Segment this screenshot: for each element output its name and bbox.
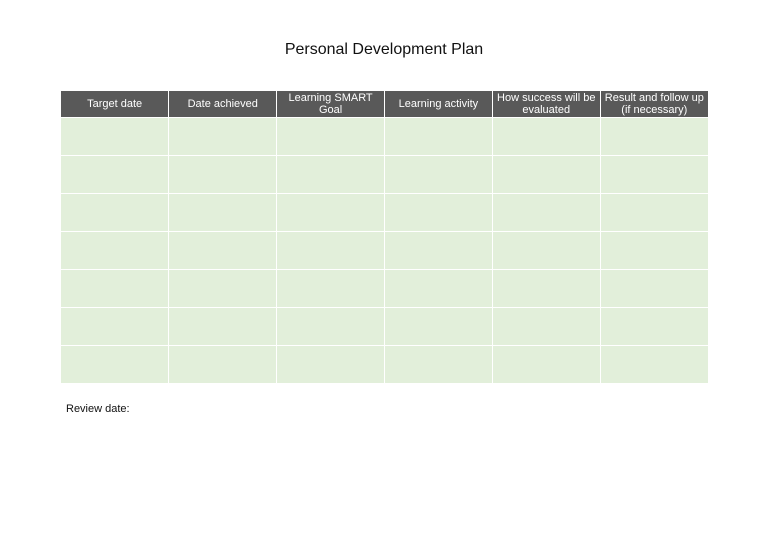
table-row (61, 269, 708, 308)
table-row (61, 155, 708, 194)
table-cell-result-follow-up[interactable] (599, 307, 708, 346)
table-cell-success-evaluation[interactable] (491, 345, 601, 383)
table-cell-target-date[interactable] (61, 155, 170, 194)
table-row (61, 345, 708, 383)
table-cell-smart-goal[interactable] (276, 307, 385, 346)
table-cell-target-date[interactable] (61, 193, 170, 232)
column-header-target-date: Target date (61, 91, 170, 118)
table-cell-result-follow-up[interactable] (599, 345, 708, 383)
table-cell-success-evaluation[interactable] (491, 307, 601, 346)
table-cell-target-date[interactable] (61, 345, 170, 383)
table-cell-learning-activity[interactable] (383, 307, 493, 346)
table-cell-target-date[interactable] (61, 269, 170, 308)
table-cell-target-date[interactable] (61, 307, 170, 346)
table-cell-learning-activity[interactable] (383, 345, 493, 383)
table-cell-success-evaluation[interactable] (491, 155, 601, 194)
table-body (61, 117, 708, 383)
column-header-result-follow-up: Result and follow up (if necessary) (599, 91, 708, 118)
table-cell-success-evaluation[interactable] (491, 117, 601, 156)
column-header-success-evaluation: How success will be evaluated (491, 91, 601, 118)
table-row (61, 307, 708, 346)
table-cell-success-evaluation[interactable] (491, 231, 601, 270)
table-cell-result-follow-up[interactable] (599, 231, 708, 270)
table-cell-result-follow-up[interactable] (599, 155, 708, 194)
development-plan-table: Target date Date achieved Learning SMART… (61, 91, 708, 383)
page-title: Personal Development Plan (284, 41, 484, 58)
table-cell-smart-goal[interactable] (276, 345, 385, 383)
review-date-label: Review date: (66, 403, 130, 415)
table-cell-result-follow-up[interactable] (599, 117, 708, 156)
table-cell-target-date[interactable] (61, 117, 170, 156)
table-cell-smart-goal[interactable] (276, 193, 385, 232)
table-cell-smart-goal[interactable] (276, 269, 385, 308)
table-cell-date-achieved[interactable] (168, 193, 278, 232)
table-cell-learning-activity[interactable] (383, 231, 493, 270)
table-cell-learning-activity[interactable] (383, 117, 493, 156)
table-cell-target-date[interactable] (61, 231, 170, 270)
table-cell-result-follow-up[interactable] (599, 269, 708, 308)
table-cell-date-achieved[interactable] (168, 269, 278, 308)
table-cell-learning-activity[interactable] (383, 193, 493, 232)
table-cell-result-follow-up[interactable] (599, 193, 708, 232)
table-row (61, 231, 708, 270)
column-header-learning-activity: Learning activity (383, 91, 493, 118)
table-cell-success-evaluation[interactable] (491, 269, 601, 308)
table-cell-smart-goal[interactable] (276, 117, 385, 156)
table-cell-date-achieved[interactable] (168, 345, 278, 383)
column-header-smart-goal: Learning SMART Goal (276, 91, 385, 118)
table-row (61, 117, 708, 156)
table-header-row: Target date Date achieved Learning SMART… (61, 91, 708, 118)
table-cell-date-achieved[interactable] (168, 231, 278, 270)
column-header-date-achieved: Date achieved (168, 91, 278, 118)
table-cell-smart-goal[interactable] (276, 231, 385, 270)
table-cell-smart-goal[interactable] (276, 155, 385, 194)
table-cell-date-achieved[interactable] (168, 155, 278, 194)
table-row (61, 193, 708, 232)
table-cell-date-achieved[interactable] (168, 117, 278, 156)
table-cell-date-achieved[interactable] (168, 307, 278, 346)
table-cell-success-evaluation[interactable] (491, 193, 601, 232)
table-cell-learning-activity[interactable] (383, 269, 493, 308)
table-cell-learning-activity[interactable] (383, 155, 493, 194)
